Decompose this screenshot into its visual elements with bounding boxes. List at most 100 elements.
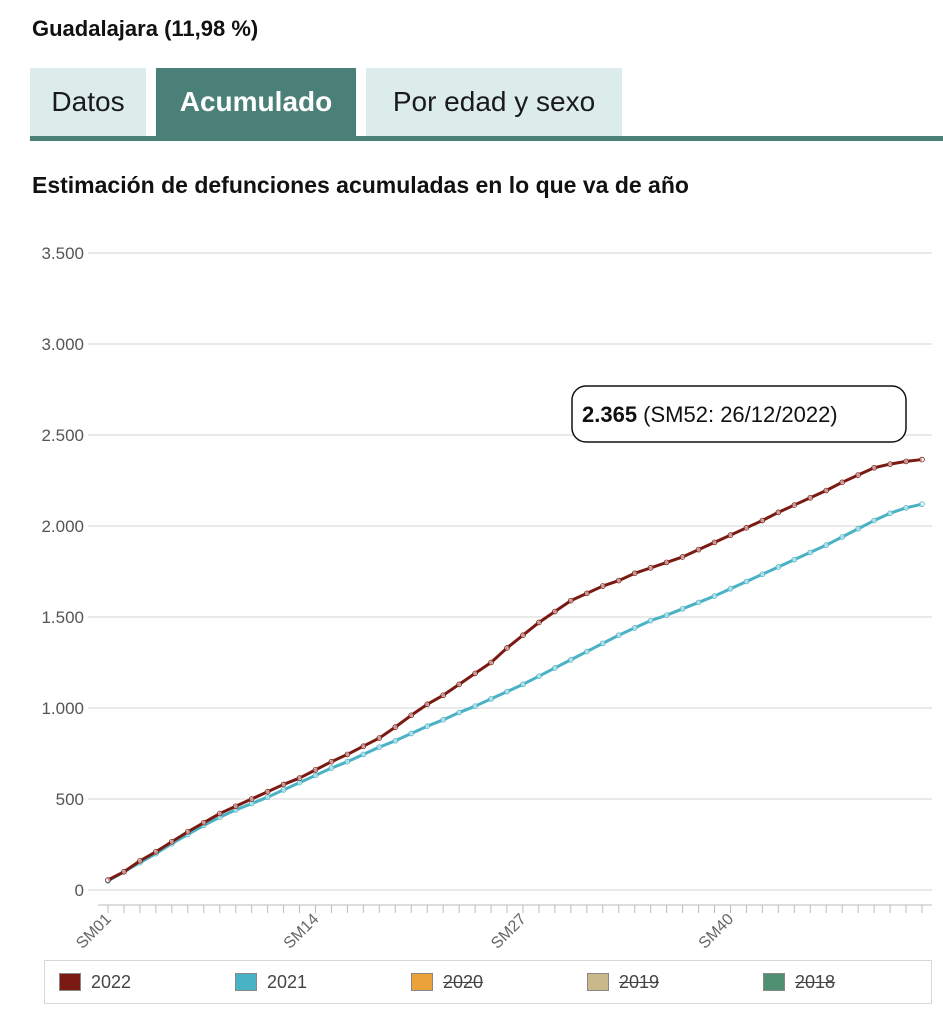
- series-line-2022: [107, 458, 923, 882]
- legend-swatch: [235, 973, 257, 991]
- data-point-2021: [855, 525, 861, 532]
- data-point-2022: [200, 819, 207, 826]
- data-point-2021: [807, 549, 814, 556]
- legend-swatch: [411, 973, 433, 991]
- data-point-2022: [105, 877, 111, 883]
- data-point-2022: [520, 632, 526, 638]
- data-point-2021: [679, 606, 686, 612]
- data-point-2021: [504, 688, 510, 695]
- data-point-2022: [775, 509, 782, 516]
- legend-label: 2018: [795, 971, 836, 992]
- series-2022: [105, 456, 925, 883]
- tooltip: 2.365 (SM52: 26/12/2022): [571, 385, 907, 443]
- x-tick-label: SM01: [73, 911, 115, 953]
- data-point-2022: [552, 608, 558, 615]
- x-tick-label: SM14: [281, 911, 323, 953]
- data-point-2022: [887, 461, 893, 467]
- data-point-2021: [328, 765, 335, 771]
- data-point-2022: [344, 751, 351, 758]
- data-point-2022: [631, 570, 638, 577]
- chart-title: Estimación de defunciones acumuladas en …: [32, 172, 689, 198]
- data-point-2022: [679, 554, 686, 560]
- data-point-2021: [791, 556, 798, 563]
- data-point-2022: [599, 583, 606, 589]
- data-point-2021: [695, 599, 702, 606]
- data-point-2021: [775, 564, 782, 570]
- data-point-2021: [424, 723, 431, 729]
- data-point-2021: [839, 534, 845, 540]
- data-point-2021: [743, 578, 750, 585]
- data-point-2021: [344, 758, 351, 765]
- data-point-2021: [472, 703, 478, 709]
- legend-swatch: [587, 973, 609, 991]
- data-point-2021: [647, 617, 654, 624]
- legend-swatch: [59, 973, 81, 991]
- data-point-2021: [615, 632, 622, 638]
- legend-swatch: [763, 973, 785, 991]
- legend-item-2019[interactable]: 2019: [587, 961, 659, 1003]
- y-tick-label: 0: [75, 881, 84, 900]
- data-point-2022: [791, 502, 798, 508]
- data-point-2022: [232, 803, 239, 810]
- data-point-2022: [408, 712, 415, 719]
- series-2021: [105, 501, 925, 884]
- data-point-2022: [153, 848, 159, 855]
- y-tick-label: 2.500: [41, 426, 84, 445]
- legend-item-2022[interactable]: 2022: [59, 961, 131, 1003]
- data-point-2021: [280, 787, 287, 793]
- data-point-2022: [440, 692, 446, 699]
- data-point-2021: [823, 542, 830, 548]
- data-point-2021: [408, 730, 415, 737]
- data-point-2022: [871, 464, 877, 471]
- data-point-2022: [392, 724, 399, 730]
- data-point-2022: [472, 670, 478, 677]
- legend-label: 2020: [443, 971, 484, 992]
- data-point-2022: [807, 494, 814, 501]
- data-point-2022: [169, 838, 175, 845]
- data-point-2022: [919, 456, 925, 463]
- legend-item-2018[interactable]: 2018: [763, 961, 835, 1003]
- data-point-2021: [759, 571, 766, 578]
- data-point-2021: [887, 510, 893, 517]
- line-chart: 0 500 1.000 1.500 2.000 2.500 3.000 3.500 SM01 SM…: [41, 244, 932, 953]
- data-point-2022: [743, 525, 750, 531]
- legend-label: 2021: [267, 971, 308, 992]
- legend-item-2021[interactable]: 2021: [235, 961, 307, 1003]
- data-point-2021: [631, 625, 638, 631]
- data-point-2021: [248, 800, 255, 807]
- data-point-2021: [663, 612, 670, 618]
- data-point-2022: [328, 758, 335, 765]
- data-point-2022: [121, 868, 127, 875]
- data-point-2022: [137, 858, 143, 864]
- data-point-2022: [711, 539, 718, 546]
- data-point-2021: [312, 772, 319, 779]
- data-point-2021: [568, 656, 574, 663]
- data-point-2021: [871, 517, 877, 524]
- data-point-2021: [440, 717, 446, 723]
- legend-item-2020[interactable]: 2020: [411, 961, 483, 1003]
- data-point-2021: [903, 504, 909, 511]
- data-point-2022: [695, 546, 702, 553]
- data-point-2022: [584, 590, 590, 597]
- data-point-2021: [919, 501, 925, 507]
- data-point-2022: [360, 743, 367, 750]
- data-point-2022: [424, 701, 431, 708]
- data-point-2022: [216, 810, 223, 817]
- y-tick-label: 3.000: [41, 335, 84, 354]
- tab-por-edad-y-sexo[interactable]: Por edad y sexo: [366, 68, 622, 136]
- data-point-2021: [488, 696, 494, 702]
- tooltip-box: [571, 385, 907, 443]
- data-point-2022: [456, 681, 462, 688]
- tab-underline: [30, 136, 943, 141]
- data-point-2022: [647, 565, 654, 571]
- tab-datos[interactable]: Datos: [30, 68, 146, 136]
- y-tick-label: 1.000: [41, 699, 84, 718]
- data-point-2022: [185, 828, 191, 835]
- data-point-2022: [536, 619, 542, 626]
- data-point-2022: [312, 767, 319, 773]
- data-point-2022: [280, 781, 287, 788]
- data-point-2022: [248, 796, 255, 802]
- data-point-2021: [727, 585, 734, 592]
- tab-acumulado[interactable]: Acumulado: [156, 68, 356, 136]
- data-point-2022: [839, 479, 845, 486]
